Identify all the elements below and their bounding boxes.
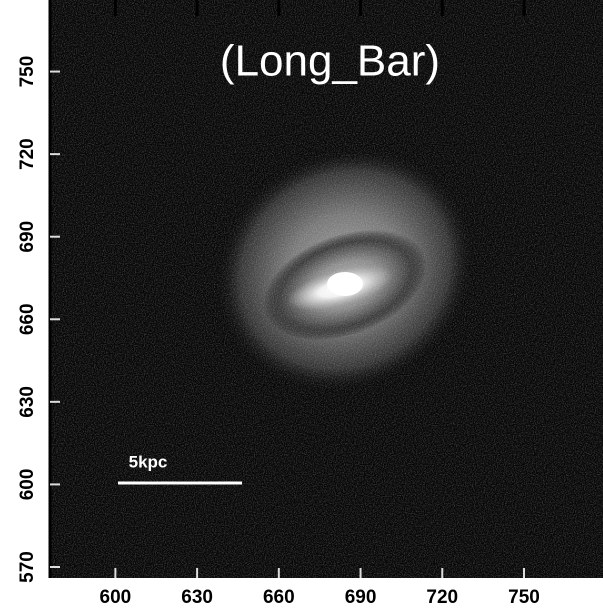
image-title: (Long_Bar): [220, 37, 440, 86]
x-tick-label: 720: [426, 587, 458, 608]
x-tick-label: 630: [181, 587, 213, 608]
y-tick-label: 570: [17, 551, 38, 583]
y-tick-label: 660: [17, 303, 38, 335]
y-tick-label: 720: [17, 138, 38, 170]
scale-label: 5kpc: [129, 452, 168, 471]
y-tick-label: 750: [17, 56, 38, 88]
y-tick-label: 600: [17, 469, 38, 501]
x-tick-label: 600: [100, 587, 132, 608]
x-tick-label: 660: [263, 587, 295, 608]
y-tick-label: 630: [17, 386, 38, 418]
x-tick-label: 750: [508, 587, 540, 608]
y-tick-label: 690: [17, 221, 38, 253]
x-tick-label: 690: [345, 587, 377, 608]
noise: [50, 0, 603, 578]
